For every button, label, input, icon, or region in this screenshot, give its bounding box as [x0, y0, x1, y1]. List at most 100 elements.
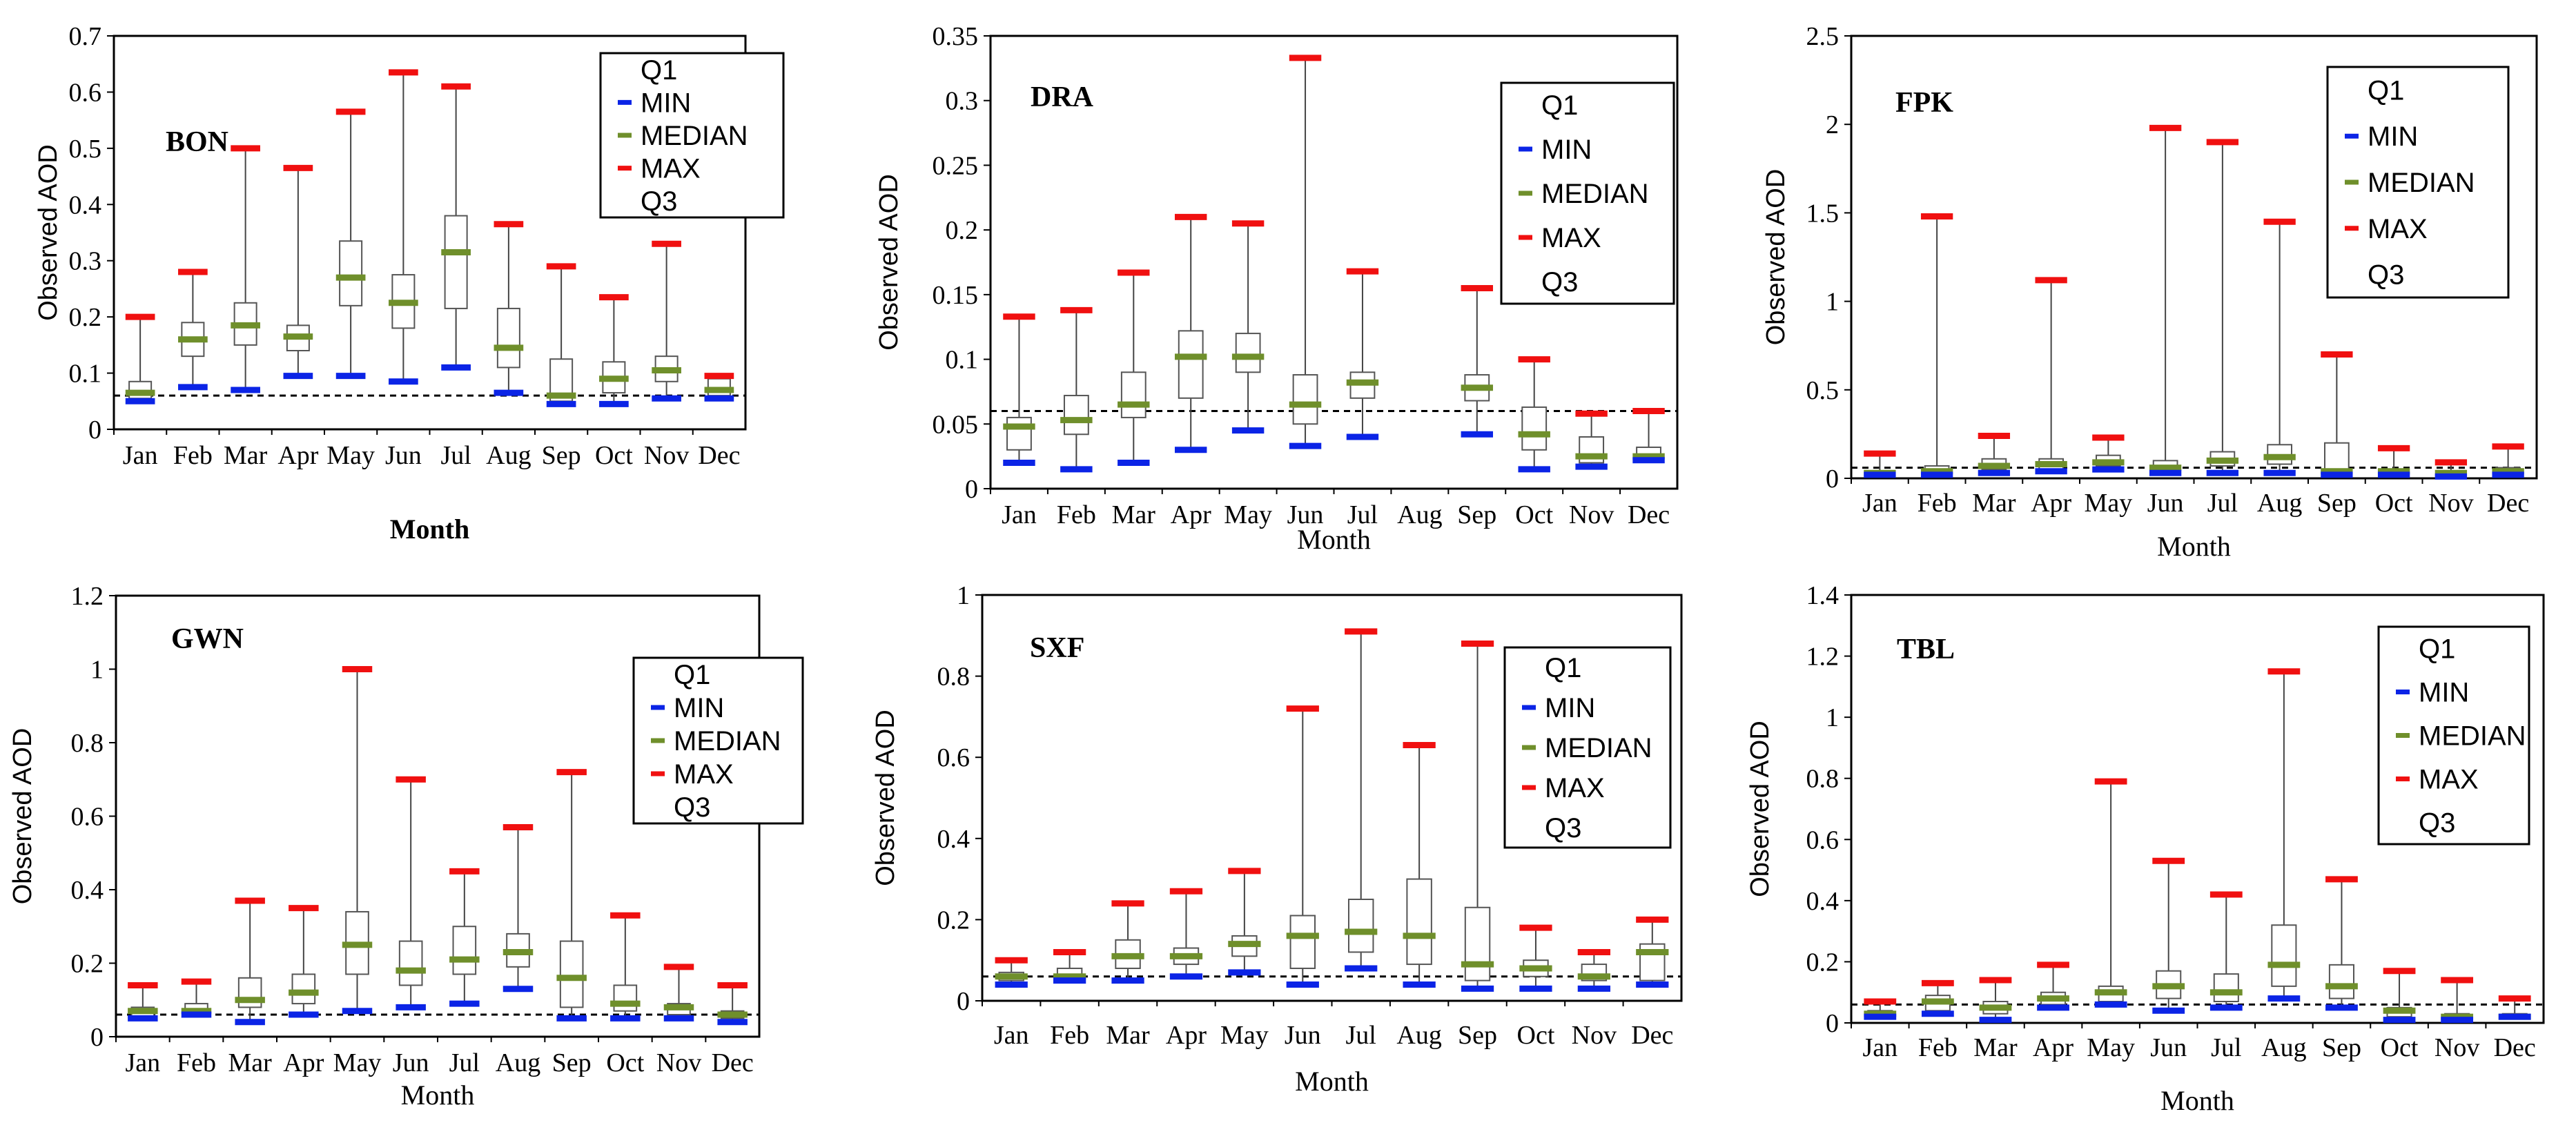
x-tick-label: Nov: [2434, 1033, 2479, 1062]
x-tick-label: Nov: [656, 1048, 701, 1077]
x-tick-label: Jun: [1285, 1021, 1321, 1050]
legend-label-q1: Q1: [1545, 653, 1581, 683]
y-tick-label: 0.1: [69, 360, 102, 389]
x-tick-label: Feb: [173, 441, 213, 470]
station-title: BON: [166, 126, 228, 158]
x-tick-label: Jan: [1862, 489, 1897, 518]
x-tick-label: Jun: [1287, 500, 1324, 529]
x-tick-label: Aug: [2257, 489, 2302, 518]
y-tick-label: 0.2: [69, 303, 102, 332]
box-iqr: [1178, 330, 1204, 399]
x-tick-label: Feb: [1918, 1033, 1958, 1062]
station-title: GWN: [171, 623, 244, 655]
y-tick-label: 1.5: [1806, 199, 1840, 228]
legend-label-min: MIN: [1545, 693, 1595, 723]
legend-label-min: MIN: [674, 693, 724, 723]
box-iqr: [496, 307, 520, 369]
y-tick-label: 0.6: [1806, 826, 1840, 854]
legend-label-min: MIN: [1541, 135, 1592, 165]
panel-dra: 0 0.05 0.1 0.15 0.2 0.25 0.3 0.35 Jan Feb Mar Apr Ma…: [875, 22, 1679, 555]
x-tick-label: Apr: [2031, 489, 2071, 518]
y-tick-label: 0.2: [946, 216, 979, 245]
legend-label-median: MEDIAN: [1541, 179, 1649, 209]
x-tick-label: Jan: [994, 1021, 1029, 1050]
y-tick-label: 1: [90, 656, 104, 685]
legend-label-q1: Q1: [1541, 90, 1578, 121]
y-tick-label: 0.3: [946, 87, 979, 116]
x-tick-label: Jun: [2147, 489, 2184, 518]
legend-label-median: MEDIAN: [2419, 721, 2526, 752]
y-tick-label: 2: [1826, 110, 1839, 139]
x-tick-label: Sep: [1457, 500, 1496, 529]
x-tick-label: Jul: [1346, 1021, 1376, 1050]
legend-label-q3: Q3: [1541, 267, 1578, 297]
x-tick-label: Feb: [1057, 500, 1096, 529]
legend-label-max: MAX: [641, 154, 701, 184]
y-tick-label: 0.4: [69, 190, 102, 219]
x-tick-label: May: [326, 441, 375, 470]
x-tick-label: May: [1220, 1021, 1269, 1050]
box-iqr: [2271, 924, 2297, 987]
panel-gwn: 0 0.2 0.4 0.6 0.8 1 1.2 Jan Feb Mar Apr May Jun Jul Au…: [8, 582, 804, 1111]
x-tick-label: Aug: [1397, 500, 1442, 529]
station-title: SXF: [1030, 632, 1084, 664]
y-axis-label: Observed AOD: [875, 174, 904, 351]
y-tick-label: 0.6: [937, 743, 970, 772]
y-tick-label: 0: [965, 475, 978, 504]
x-tick-label: Dec: [1631, 1021, 1673, 1050]
y-axis-label: Observed AOD: [871, 710, 900, 886]
y-tick-label: 1: [1826, 703, 1839, 732]
y-tick-label: 0.4: [937, 825, 970, 854]
legend-label-median: MEDIAN: [674, 726, 781, 756]
x-tick-label: Mar: [224, 441, 268, 470]
y-tick-label: 0.2: [1806, 948, 1840, 977]
x-tick-label: Apr: [1166, 1021, 1207, 1050]
x-tick-label: May: [333, 1048, 382, 1077]
x-tick-label: Mar: [1973, 1033, 2018, 1062]
x-axis-label: Month: [2157, 531, 2231, 562]
x-axis-label: Month: [1297, 524, 1371, 555]
x-tick-label: Sep: [2317, 489, 2357, 518]
x-tick-label: Oct: [2375, 489, 2413, 518]
box-iqr: [1521, 406, 1548, 451]
x-tick-label: Apr: [1171, 500, 1211, 529]
x-tick-label: Jun: [385, 441, 422, 470]
legend-label-q3: Q3: [2419, 808, 2455, 839]
y-tick-label: 0.35: [933, 22, 979, 51]
x-tick-label: Feb: [177, 1048, 216, 1077]
y-tick-label: 2.5: [1806, 22, 1840, 51]
legend-label-max: MAX: [674, 759, 734, 790]
legend-label-q1: Q1: [674, 660, 710, 690]
x-tick-label: Apr: [283, 1048, 324, 1077]
legend-label-min: MIN: [641, 88, 691, 118]
legend-label-max: MAX: [2419, 765, 2479, 795]
y-tick-label: 0.8: [937, 663, 970, 692]
box-iqr: [1120, 371, 1146, 418]
y-tick-label: 0.4: [71, 876, 104, 905]
legend-label-q1: Q1: [2419, 634, 2455, 665]
x-tick-label: Dec: [2494, 1033, 2536, 1062]
box-iqr: [1063, 395, 1089, 436]
x-tick-label: Oct: [606, 1048, 644, 1077]
x-tick-label: Dec: [712, 1048, 754, 1077]
x-tick-label: Jan: [126, 1048, 161, 1077]
y-tick-label: 0.6: [69, 78, 102, 107]
legend-label-q3: Q3: [641, 186, 677, 217]
legend-label-median: MEDIAN: [2368, 168, 2475, 198]
x-tick-label: Aug: [486, 441, 531, 470]
x-tick-label: Sep: [1458, 1021, 1497, 1050]
y-tick-label: 0.5: [1806, 376, 1840, 405]
x-tick-label: Sep: [552, 1048, 592, 1077]
x-tick-label: Oct: [595, 441, 633, 470]
station-title: TBL: [1897, 634, 1955, 665]
box-iqr: [2328, 964, 2355, 999]
x-tick-label: Mar: [228, 1048, 273, 1077]
y-tick-label: 0.3: [69, 247, 102, 276]
y-tick-label: 1.2: [1806, 643, 1840, 672]
y-axis-label: Observed AOD: [34, 144, 63, 321]
x-tick-label: Aug: [2261, 1033, 2306, 1062]
x-tick-label: Nov: [1569, 500, 1614, 529]
x-tick-label: Feb: [1918, 489, 1957, 518]
box-iqr: [2323, 442, 2350, 474]
panel-tbl: 0 0.2 0.4 0.6 0.8 1 1.2 1.4 Jan Feb Mar Apr May Jun Ju…: [1746, 581, 2545, 1116]
